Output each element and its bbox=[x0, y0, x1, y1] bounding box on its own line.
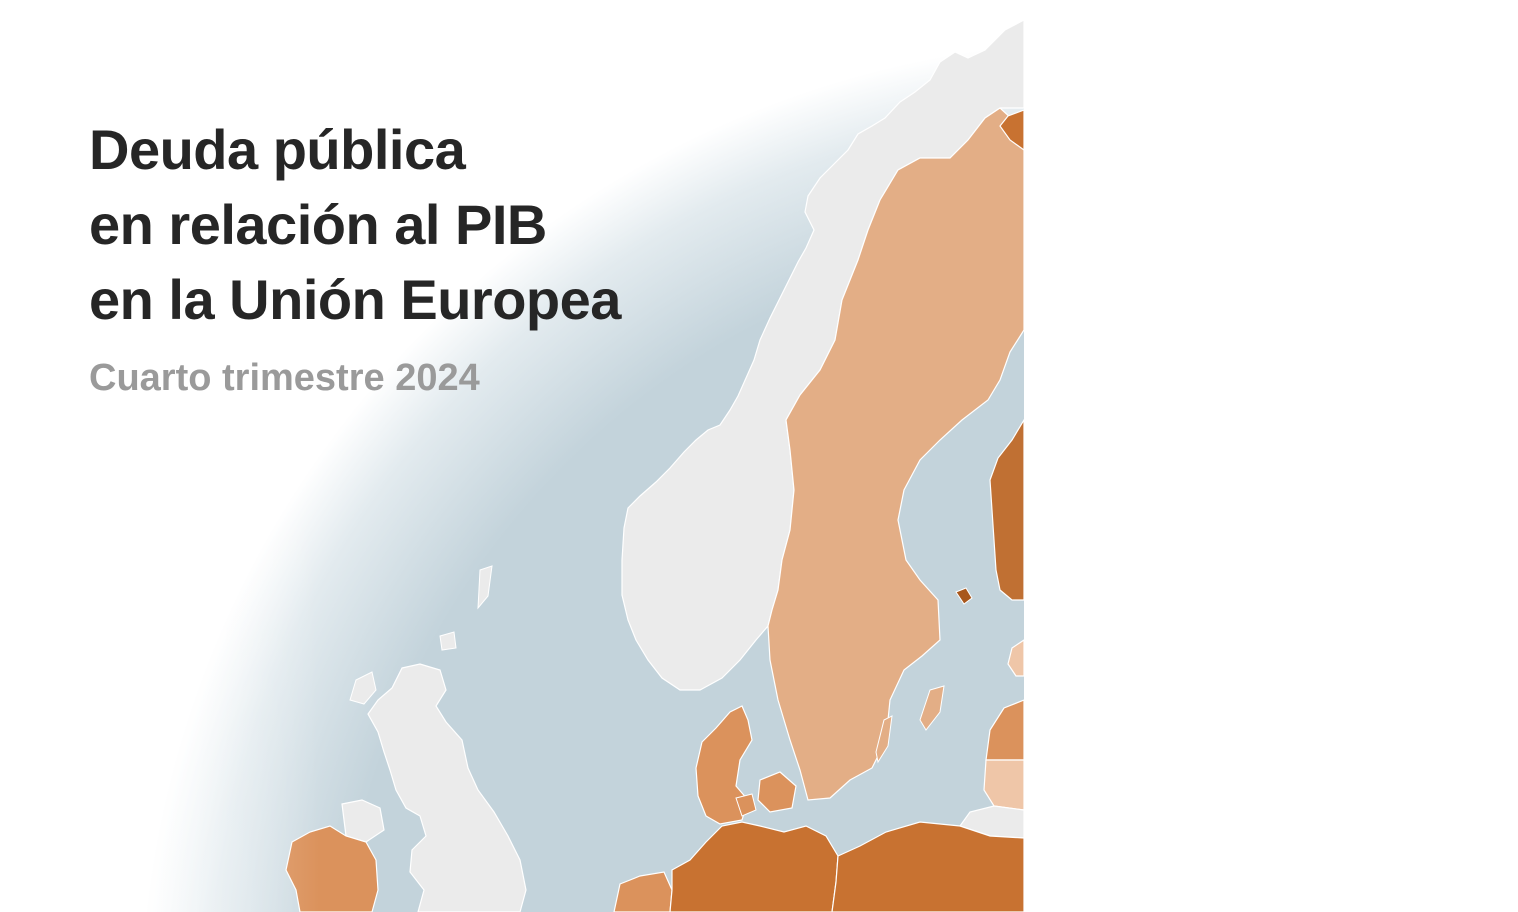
blank-area bbox=[1024, 0, 1518, 912]
region-denmark bbox=[695, 705, 753, 825]
region-latvia bbox=[985, 699, 1024, 761]
region-sweden bbox=[767, 107, 1024, 801]
region-denmark-islands bbox=[757, 771, 797, 813]
region-finland-south bbox=[989, 418, 1024, 601]
region-finland bbox=[999, 109, 1024, 151]
region-oland bbox=[875, 715, 893, 764]
region-denmark-funen bbox=[735, 793, 757, 817]
map-title-line-3: en la Unión Europea bbox=[89, 268, 621, 331]
map-title-line-1: Deuda pública bbox=[89, 118, 466, 181]
region-lithuania bbox=[983, 759, 1024, 811]
region-poland bbox=[831, 821, 1024, 912]
region-germany bbox=[669, 821, 839, 912]
region-hebrides bbox=[349, 671, 377, 705]
region-united-kingdom bbox=[367, 663, 527, 912]
region-aland bbox=[955, 587, 973, 605]
map-subtitle: Cuarto trimestre 2024 bbox=[89, 357, 480, 399]
europe-map bbox=[0, 0, 1024, 912]
region-gotland bbox=[919, 685, 945, 731]
region-estonia bbox=[1007, 639, 1024, 677]
region-orkney bbox=[439, 631, 457, 651]
map-panel: Deuda pública en relación al PIB en la U… bbox=[0, 0, 1024, 912]
map-fade bbox=[0, 0, 320, 912]
region-shetland bbox=[477, 565, 493, 610]
map-title-line-2: en relación al PIB bbox=[89, 193, 547, 256]
title-block: Deuda pública en relación al PIB en la U… bbox=[89, 112, 729, 400]
